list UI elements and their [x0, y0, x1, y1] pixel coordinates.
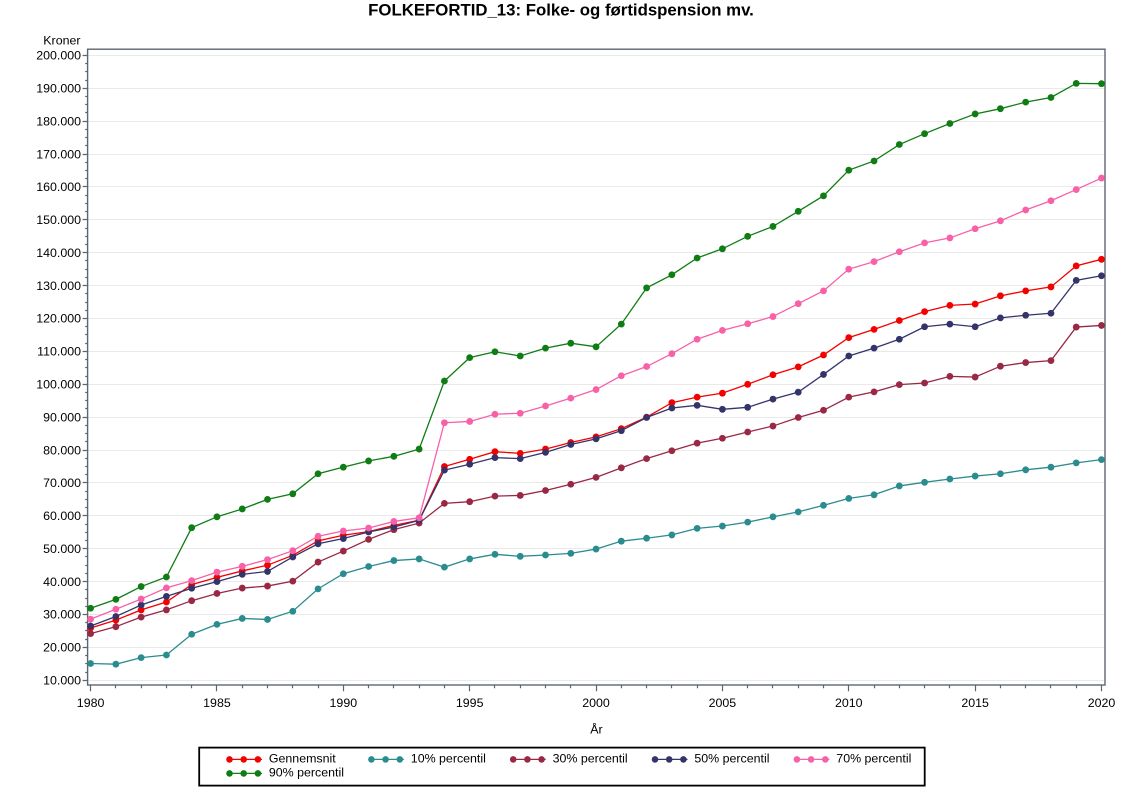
svg-text:140.000: 140.000	[36, 246, 81, 260]
svg-text:170.000: 170.000	[36, 147, 81, 161]
svg-text:1995: 1995	[456, 696, 484, 710]
svg-text:70% percentil: 70% percentil	[836, 752, 911, 766]
svg-text:2000: 2000	[582, 696, 610, 710]
svg-text:2020: 2020	[1088, 696, 1116, 710]
svg-text:120.000: 120.000	[36, 312, 81, 326]
svg-text:80.000: 80.000	[43, 443, 81, 457]
svg-text:2010: 2010	[835, 696, 863, 710]
svg-text:FOLKEFORTID_13: Folke- og ført: FOLKEFORTID_13: Folke- og førtidspension…	[368, 1, 754, 20]
svg-text:100.000: 100.000	[36, 377, 81, 391]
svg-text:2005: 2005	[709, 696, 737, 710]
svg-text:20.000: 20.000	[43, 641, 81, 655]
svg-text:60.000: 60.000	[43, 509, 81, 523]
svg-text:Kroner: Kroner	[43, 34, 80, 48]
svg-text:130.000: 130.000	[36, 279, 81, 293]
svg-text:1990: 1990	[330, 696, 358, 710]
svg-text:30% percentil: 30% percentil	[553, 752, 628, 766]
svg-text:Gennemsnit: Gennemsnit	[269, 752, 336, 766]
svg-text:90.000: 90.000	[43, 410, 81, 424]
svg-text:190.000: 190.000	[36, 81, 81, 95]
svg-text:10.000: 10.000	[43, 673, 81, 687]
svg-text:180.000: 180.000	[36, 114, 81, 128]
svg-text:90% percentil: 90% percentil	[269, 766, 344, 780]
svg-text:70.000: 70.000	[43, 476, 81, 490]
svg-text:150.000: 150.000	[36, 213, 81, 227]
svg-text:160.000: 160.000	[36, 180, 81, 194]
svg-text:200.000: 200.000	[36, 49, 81, 63]
svg-text:50% percentil: 50% percentil	[694, 752, 769, 766]
svg-text:2015: 2015	[961, 696, 989, 710]
svg-text:10% percentil: 10% percentil	[411, 752, 486, 766]
svg-text:1985: 1985	[203, 696, 231, 710]
svg-text:50.000: 50.000	[43, 542, 81, 556]
svg-text:30.000: 30.000	[43, 608, 81, 622]
svg-text:År: År	[590, 722, 602, 737]
svg-text:1980: 1980	[77, 696, 105, 710]
svg-text:40.000: 40.000	[43, 575, 81, 589]
svg-text:110.000: 110.000	[37, 345, 81, 359]
